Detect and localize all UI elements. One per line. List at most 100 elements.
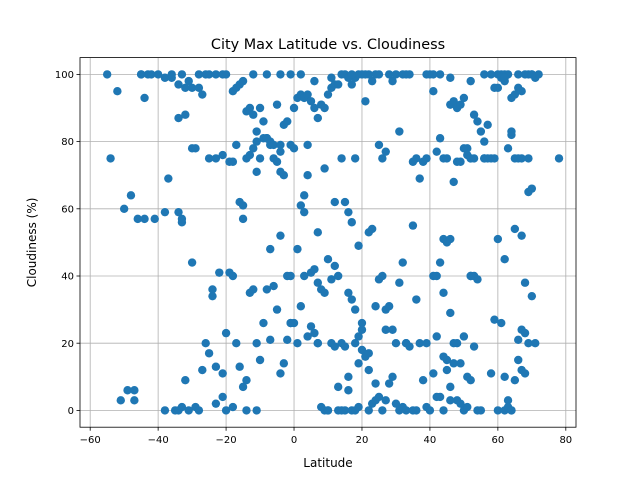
data-point bbox=[459, 93, 469, 103]
data-point bbox=[524, 154, 533, 163]
data-point bbox=[357, 345, 367, 355]
data-point bbox=[211, 70, 221, 79]
data-point bbox=[235, 362, 244, 371]
data-point bbox=[374, 140, 384, 150]
data-point bbox=[266, 140, 275, 150]
data-point bbox=[364, 365, 373, 375]
data-point bbox=[160, 207, 170, 217]
data-point bbox=[378, 271, 387, 281]
data-point bbox=[249, 110, 258, 119]
data-point bbox=[401, 339, 411, 348]
data-point bbox=[218, 150, 227, 160]
data-point bbox=[286, 271, 295, 281]
data-point bbox=[242, 406, 251, 415]
data-point bbox=[439, 406, 448, 415]
data-point bbox=[381, 396, 390, 405]
data-point bbox=[320, 288, 329, 297]
data-point bbox=[164, 174, 173, 183]
data-point bbox=[286, 318, 295, 328]
data-point bbox=[510, 224, 520, 234]
data-point bbox=[198, 90, 207, 99]
data-point bbox=[422, 154, 431, 163]
data-point bbox=[473, 406, 482, 415]
data-point bbox=[446, 308, 455, 318]
data-point bbox=[446, 73, 455, 82]
data-point bbox=[480, 137, 489, 146]
data-point bbox=[313, 228, 323, 237]
data-point bbox=[327, 73, 336, 82]
data-point bbox=[238, 76, 248, 86]
data-point bbox=[503, 396, 513, 405]
data-point bbox=[367, 224, 377, 234]
data-point bbox=[435, 134, 445, 143]
data-point bbox=[466, 76, 475, 86]
data-point bbox=[313, 339, 323, 348]
data-point bbox=[255, 355, 265, 365]
data-point bbox=[208, 291, 217, 301]
data-point bbox=[510, 90, 520, 99]
data-point bbox=[259, 117, 268, 126]
data-point bbox=[136, 70, 146, 79]
data-point bbox=[327, 275, 336, 284]
data-point bbox=[347, 218, 356, 227]
data-point bbox=[181, 83, 190, 93]
data-point bbox=[300, 271, 309, 281]
data-point bbox=[361, 97, 370, 106]
data-point bbox=[388, 76, 397, 86]
data-point bbox=[276, 70, 285, 79]
data-point bbox=[272, 157, 282, 166]
data-point bbox=[371, 379, 380, 388]
data-point bbox=[255, 154, 265, 163]
x-axis-ticks: −60 −40 −20 0 20 40 60 80 bbox=[80, 427, 572, 446]
data-point bbox=[357, 318, 367, 328]
data-point bbox=[514, 70, 523, 79]
data-point bbox=[333, 382, 343, 392]
data-point bbox=[266, 335, 275, 345]
x-tick-label: −20 bbox=[216, 435, 237, 446]
data-point bbox=[320, 164, 329, 173]
data-point bbox=[432, 271, 441, 281]
data-point bbox=[194, 70, 204, 79]
data-point bbox=[252, 167, 261, 177]
data-point bbox=[429, 87, 438, 96]
data-point bbox=[531, 339, 540, 348]
data-point bbox=[527, 184, 537, 193]
data-point bbox=[378, 406, 387, 415]
data-point bbox=[354, 359, 363, 368]
data-point bbox=[350, 305, 360, 314]
x-tick-label: −40 bbox=[148, 435, 169, 446]
data-point bbox=[480, 70, 489, 79]
data-point bbox=[228, 271, 238, 281]
data-point bbox=[364, 406, 373, 415]
y-tick-label: 20 bbox=[61, 339, 74, 350]
data-point bbox=[130, 386, 139, 395]
data-point bbox=[140, 214, 149, 224]
data-point bbox=[249, 70, 258, 79]
data-point bbox=[252, 137, 261, 146]
data-point bbox=[500, 255, 509, 264]
data-point bbox=[221, 406, 231, 415]
data-point bbox=[310, 103, 319, 113]
data-point bbox=[252, 339, 261, 348]
data-point bbox=[330, 261, 339, 271]
data-point bbox=[517, 231, 526, 240]
x-axis-label: Latitude bbox=[303, 456, 352, 470]
data-point bbox=[344, 207, 353, 217]
data-point bbox=[276, 140, 285, 150]
data-point bbox=[347, 70, 356, 79]
data-point bbox=[449, 359, 458, 368]
x-tick-label: −60 bbox=[80, 435, 101, 446]
data-point bbox=[391, 70, 401, 79]
y-tick-label: 80 bbox=[61, 137, 74, 148]
data-point bbox=[354, 332, 363, 341]
data-point bbox=[483, 120, 492, 129]
data-point bbox=[330, 197, 339, 207]
data-point bbox=[204, 349, 214, 358]
data-point bbox=[517, 87, 526, 96]
data-point bbox=[276, 231, 285, 240]
x-tick-label: 0 bbox=[291, 435, 297, 446]
data-point bbox=[238, 382, 248, 392]
data-point bbox=[313, 113, 323, 123]
data-point bbox=[456, 359, 465, 368]
data-point bbox=[133, 214, 142, 224]
